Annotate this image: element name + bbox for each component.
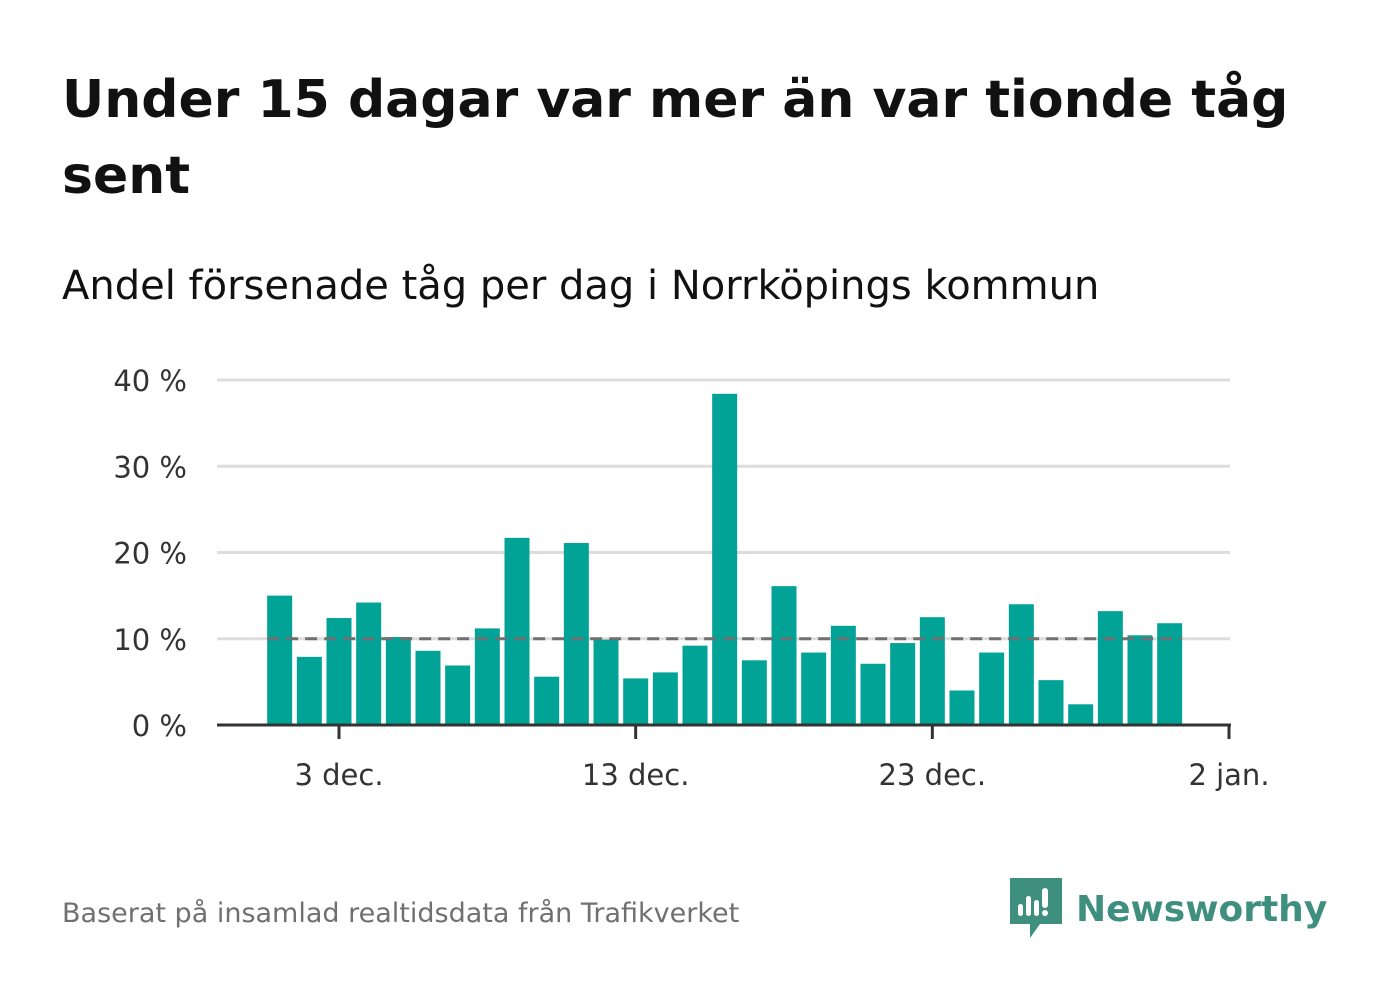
y-tick-label: 30 % (113, 450, 187, 484)
bar (919, 617, 945, 725)
bar (326, 618, 352, 725)
bar (1068, 704, 1094, 725)
x-tick-label: 23 dec. (879, 758, 987, 792)
bar (593, 639, 619, 725)
brand-logo: Newsworthy (1010, 878, 1327, 940)
bar (830, 625, 856, 725)
chart-subtitle: Andel försenade tåg per dag i Norrköping… (62, 263, 1100, 309)
bar (771, 586, 797, 725)
bar (741, 660, 767, 725)
source-note: Baserat på insamlad realtidsdata från Tr… (62, 898, 740, 929)
bar (296, 656, 322, 725)
x-tick-label: 2 jan. (1188, 758, 1269, 792)
axes: 0 % 10 % 20 % 30 % 40 % 3 dec. 13 dec. 23 dec. 2… (113, 364, 1269, 792)
bar (415, 650, 441, 725)
bar (979, 652, 1005, 725)
bar (682, 645, 708, 725)
bar (1097, 611, 1123, 725)
bar (712, 393, 738, 725)
bar (1038, 680, 1064, 725)
bar (860, 663, 886, 725)
x-tick-label: 13 dec. (582, 758, 690, 792)
bar (652, 672, 678, 725)
bar (445, 665, 471, 725)
y-tick-label: 10 % (113, 623, 187, 657)
bar (563, 543, 589, 725)
bar (356, 602, 382, 725)
newsworthy-logo-icon (1010, 878, 1062, 938)
bar (267, 595, 293, 725)
bar (890, 643, 916, 725)
bar (534, 676, 560, 725)
bar-chart: 0 % 10 % 20 % 30 % 40 % 3 dec. 13 dec. 23 dec. 2… (113, 364, 1269, 792)
bars (267, 393, 1183, 725)
y-tick-label: 40 % (113, 364, 187, 398)
bar (1127, 635, 1153, 725)
bar (623, 678, 649, 725)
bar (1008, 604, 1034, 725)
bar (801, 652, 827, 725)
bar (385, 637, 411, 725)
bar (949, 690, 975, 725)
y-tick-label: 20 % (113, 537, 187, 571)
x-tick-label: 3 dec. (294, 758, 383, 792)
bar (504, 537, 530, 725)
brand-name: Newsworthy (1076, 888, 1328, 930)
chart-title: Under 15 dagar var mer än var tionde tåg… (62, 70, 1289, 206)
y-tick-label: 0 % (132, 709, 187, 743)
bar (474, 628, 500, 725)
